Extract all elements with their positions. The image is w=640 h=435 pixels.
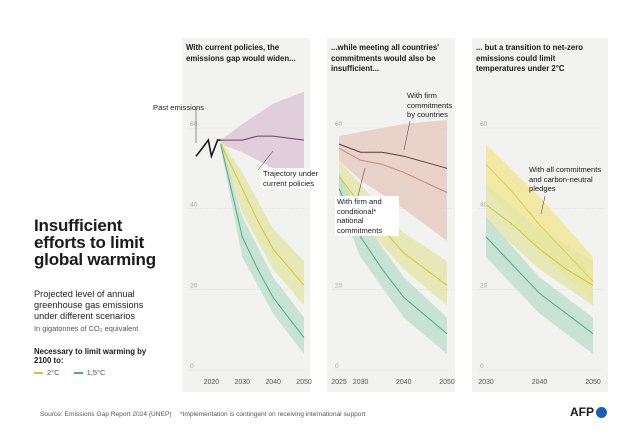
band-1-5-c <box>339 172 447 354</box>
x-tick-label: 2025 <box>331 379 347 386</box>
afp-logo-text: AFP <box>570 405 594 419</box>
page-title: Insufficient efforts to limit global war… <box>34 216 156 269</box>
band-2-c <box>220 140 304 306</box>
source-note: Source: Emissions Gap Report 2024 (UNEP) <box>40 411 172 418</box>
annotation-conditional-commitments: With firm and conditional* national comm… <box>335 196 399 236</box>
annotation-net-zero: With all commitments and carbon-neutral … <box>529 165 602 193</box>
legend-label-15c: 1,5°C <box>86 368 106 377</box>
x-tick-label: 2040 <box>396 379 412 386</box>
legend-swatch-2c <box>34 371 43 374</box>
x-tick-label: 2050 <box>296 379 312 386</box>
afp-logo-dot <box>596 406 607 418</box>
panel-2-title: ...while meeting all countries' commitme… <box>331 43 440 73</box>
y-tick-label: 60 <box>190 121 198 128</box>
x-tick-label: 2050 <box>439 379 455 386</box>
leader-conditional-commitments <box>357 167 366 197</box>
y-tick-label: 0 <box>480 363 484 370</box>
annotation-current-policies: Trajectory under current policies <box>261 168 323 189</box>
x-tick-label: 2020 <box>204 379 220 386</box>
footnote: *Implementation is contingent on receivi… <box>180 411 366 418</box>
afp-logo: AFP <box>570 405 607 419</box>
x-tick-label: 2050 <box>585 379 601 386</box>
leader-firm-commitments <box>403 120 411 151</box>
y-tick-label: 60 <box>480 121 488 128</box>
y-tick-label: 20 <box>335 282 343 289</box>
x-tick-label: 2040 <box>265 379 281 386</box>
y-tick-label: 20 <box>190 282 198 289</box>
legend: 2°C 1,5°C <box>34 368 105 377</box>
band-1-5-c <box>486 216 593 354</box>
leader-current-policies <box>257 150 274 171</box>
panel-3-title: ... but a transition to net-zero emissio… <box>476 43 583 73</box>
band-1-5-c <box>220 140 304 354</box>
y-tick-label: 0 <box>335 363 339 370</box>
band-2-c <box>486 184 593 306</box>
legend-title: Necessary to limit warming by 2100 to: <box>34 347 147 365</box>
x-tick-label: 2030 <box>478 379 494 386</box>
y-tick-label: 60 <box>335 121 343 128</box>
band-commitments <box>339 119 447 241</box>
legend-label-2c: 2°C <box>47 368 60 377</box>
band-current-policies <box>220 91 304 189</box>
y-tick-label: 20 <box>480 282 488 289</box>
page-subtitle: Projected level of annual greenhouse gas… <box>34 289 144 321</box>
legend-swatch-15c <box>73 371 83 374</box>
x-tick-label: 2040 <box>532 379 548 386</box>
annotation-firm-commitments: With firm commitments by countries <box>407 91 453 119</box>
panel-1-title: With current policies, the emissions gap… <box>186 43 296 63</box>
unit-label: In gigatonnes of CO₂ equivalent <box>34 324 139 333</box>
y-tick-label: 0 <box>190 363 194 370</box>
y-tick-label: 40 <box>480 202 488 209</box>
annotation-past-emissions: Past emissions <box>153 103 205 112</box>
x-tick-label: 2030 <box>234 379 250 386</box>
leader-net-zero <box>540 195 546 215</box>
x-tick-label: 2030 <box>353 379 369 386</box>
y-tick-label: 40 <box>190 202 198 209</box>
